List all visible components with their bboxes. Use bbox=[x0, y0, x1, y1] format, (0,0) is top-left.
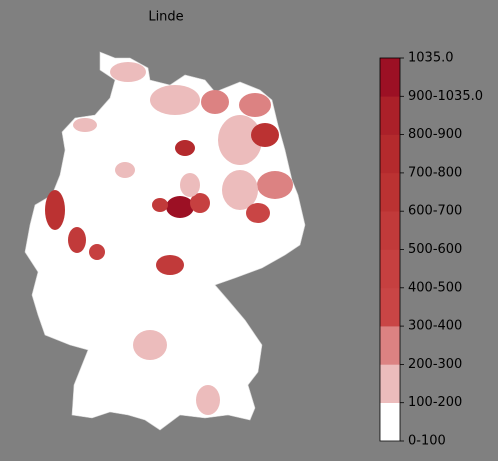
colorbar-label: 100-200 bbox=[408, 395, 462, 410]
colorbar-segment bbox=[380, 134, 400, 174]
colorbar-label: 0-100 bbox=[408, 434, 446, 449]
region bbox=[73, 118, 97, 132]
colorbar-label: 200-300 bbox=[408, 357, 462, 372]
region bbox=[251, 123, 279, 147]
region bbox=[201, 90, 229, 114]
region bbox=[68, 227, 86, 253]
region bbox=[222, 170, 258, 210]
colorbar: 0-100 100-200 200-300 300-400 400-500 500-600… bbox=[379, 51, 483, 449]
region bbox=[152, 198, 168, 212]
colorbar-segment bbox=[380, 249, 400, 289]
region-patches bbox=[45, 62, 293, 415]
colorbar-segment bbox=[380, 96, 400, 135]
region bbox=[239, 93, 271, 117]
region bbox=[190, 193, 210, 213]
region bbox=[175, 140, 195, 156]
region bbox=[110, 62, 146, 82]
region bbox=[180, 173, 200, 197]
colorbar-label: 700-800 bbox=[408, 165, 462, 180]
map-title: Linde bbox=[148, 10, 183, 25]
colorbar-label: 400-500 bbox=[408, 280, 462, 295]
colorbar-label: 900-1035.0 bbox=[408, 89, 483, 104]
region bbox=[218, 115, 262, 165]
region bbox=[150, 85, 200, 115]
region bbox=[89, 244, 105, 260]
region bbox=[196, 385, 220, 415]
map bbox=[24, 51, 306, 431]
colorbar-segment bbox=[380, 172, 400, 212]
region bbox=[246, 203, 270, 223]
colorbar-segment bbox=[380, 364, 400, 403]
colorbar-segment bbox=[380, 287, 400, 327]
region bbox=[166, 196, 194, 218]
region bbox=[133, 330, 167, 360]
colorbar-segment bbox=[380, 58, 400, 97]
colorbar-label: 800-900 bbox=[408, 127, 462, 142]
colorbar-label: 600-700 bbox=[408, 204, 462, 219]
colorbar-label: 500-600 bbox=[408, 242, 462, 257]
region bbox=[45, 190, 65, 230]
colorbar-label: 300-400 bbox=[408, 319, 462, 334]
region bbox=[156, 255, 184, 275]
colorbar-label: 1035.0 bbox=[408, 51, 454, 66]
region bbox=[115, 162, 135, 178]
colorbar-segment bbox=[380, 326, 400, 365]
colorbar-segment bbox=[380, 402, 400, 442]
colorbar-segment bbox=[380, 211, 400, 250]
region bbox=[257, 171, 293, 199]
